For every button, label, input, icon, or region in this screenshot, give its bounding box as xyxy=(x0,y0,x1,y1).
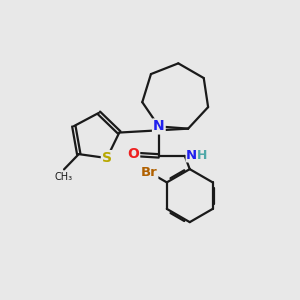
Text: N: N xyxy=(153,119,165,134)
Text: N: N xyxy=(186,149,197,162)
Text: Br: Br xyxy=(141,166,157,178)
Text: H: H xyxy=(197,149,208,162)
Text: O: O xyxy=(127,147,139,161)
Text: CH₃: CH₃ xyxy=(55,172,73,182)
Text: S: S xyxy=(102,151,112,165)
